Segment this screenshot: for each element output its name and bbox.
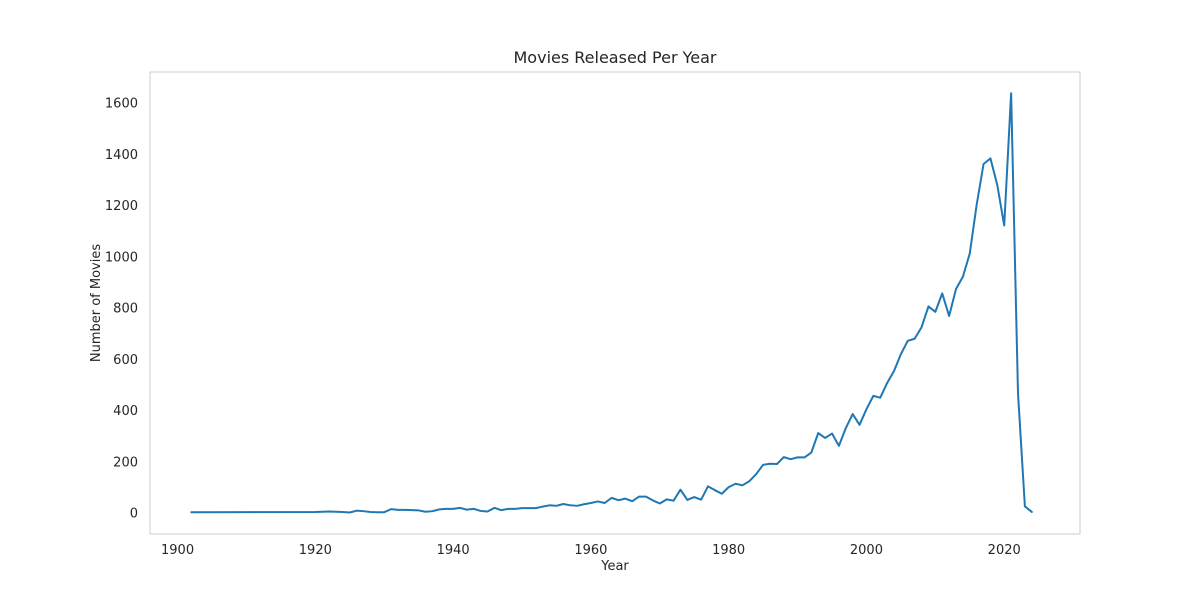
y-tick-label: 800 (113, 302, 138, 317)
series-layer (190, 92, 1033, 514)
y-axis-ticks: 0 200 400 600 800 1000 1200 1400 1600 (105, 97, 138, 522)
x-axis-ticks: 1900 1920 1940 1960 1980 2000 2020 (161, 543, 1021, 558)
x-tick-label: 2020 (988, 543, 1021, 558)
chart-title: Movies Released Per Year (514, 48, 717, 67)
y-tick-label: 1200 (105, 199, 138, 214)
series-line (190, 92, 1033, 514)
x-tick-label: 2000 (850, 543, 883, 558)
x-tick-label: 1900 (161, 543, 194, 558)
y-tick-label: 600 (113, 353, 138, 368)
x-axis-label: Year (600, 559, 629, 574)
y-tick-label: 1600 (105, 97, 138, 112)
y-axis-label: Number of Movies (89, 244, 104, 362)
plot-area-frame (149, 71, 1081, 535)
x-tick-label: 1980 (712, 543, 745, 558)
x-tick-label: 1960 (574, 543, 607, 558)
x-tick-label: 1920 (299, 543, 332, 558)
y-tick-label: 400 (113, 404, 138, 419)
x-tick-label: 1940 (437, 543, 470, 558)
y-tick-label: 1400 (105, 148, 138, 163)
y-tick-label: 200 (113, 455, 138, 470)
y-tick-label: 1000 (105, 250, 138, 265)
y-tick-label: 0 (130, 507, 138, 522)
